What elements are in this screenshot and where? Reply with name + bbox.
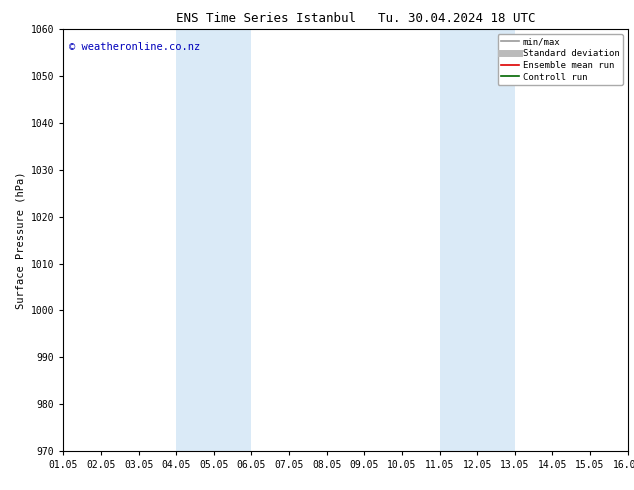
Text: © weatheronline.co.nz: © weatheronline.co.nz: [69, 42, 200, 52]
Bar: [176, 29, 252, 451]
Text: Tu. 30.04.2024 18 UTC: Tu. 30.04.2024 18 UTC: [378, 12, 535, 25]
Legend: min/max, Standard deviation, Ensemble mean run, Controll run: min/max, Standard deviation, Ensemble me…: [498, 34, 623, 85]
Text: ENS Time Series Istanbul: ENS Time Series Istanbul: [176, 12, 356, 25]
Y-axis label: Surface Pressure (hPa): Surface Pressure (hPa): [15, 172, 25, 309]
Bar: [439, 29, 515, 451]
